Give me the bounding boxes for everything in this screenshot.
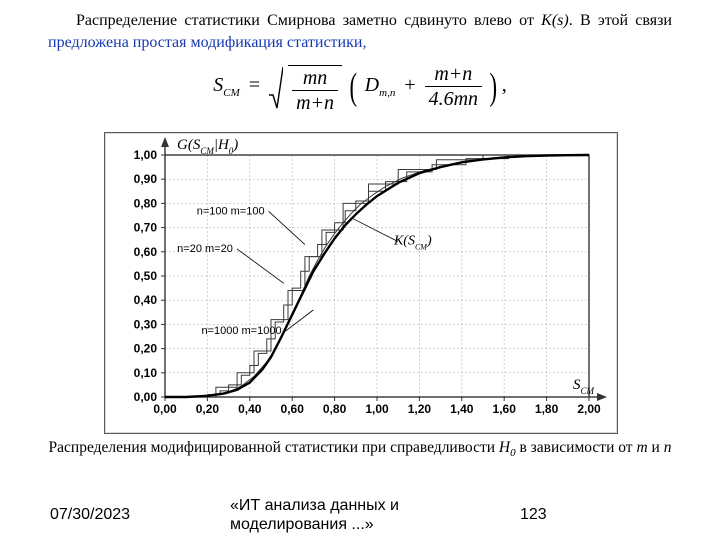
intro-post: . В этой связи [569, 12, 672, 29]
frac-correction: m+n 4.6mn [425, 64, 482, 109]
svg-text:0,60: 0,60 [281, 402, 305, 416]
footer-title: «ИТ анализа данных и моделирования ...» [230, 497, 490, 534]
svg-text:0,70: 0,70 [134, 221, 158, 235]
footer-page-number: 123 [520, 506, 547, 524]
svg-text:n=1000 m=1000: n=1000 m=1000 [201, 325, 281, 337]
footer-date: 07/30/2023 [50, 506, 130, 524]
svg-text:SCM: SCM [573, 377, 595, 396]
intro-link-text: предложена простая модификация статистик… [48, 34, 366, 51]
svg-text:0,00: 0,00 [134, 390, 158, 404]
svg-text:1,40: 1,40 [450, 402, 474, 416]
svg-text:0,40: 0,40 [238, 402, 262, 416]
svg-text:1,00: 1,00 [365, 402, 389, 416]
svg-text:n=100 m=100: n=100 m=100 [197, 205, 265, 217]
cdf-chart: 0,00 0,20 0,40 0,60 0,80 1,00 1,20 1,40 1,60 1,80… [104, 132, 618, 434]
chart-svg: 0,00 0,20 0,40 0,60 0,80 1,00 1,20 1,40 1,60 1,80… [105, 133, 617, 433]
chart-caption: Распределения модифицированной статистик… [48, 438, 672, 461]
intro-pre: Распределение статистики Смирнова заметн… [76, 12, 541, 29]
svg-text:0,40: 0,40 [134, 293, 158, 307]
frac-mn: mn m+n [292, 68, 338, 113]
formula-D: D [365, 74, 379, 96]
svg-text:0,80: 0,80 [323, 402, 347, 416]
svg-text:0,80: 0,80 [134, 196, 158, 210]
svg-text:1,00: 1,00 [134, 148, 158, 162]
formula: SCM = mn m+n ( Dm,n + m+n 4.6mn ) [0, 64, 720, 119]
svg-text:0,20: 0,20 [196, 402, 220, 416]
formula-lhs-sub: CM [223, 87, 240, 99]
svg-text:1,60: 1,60 [493, 402, 517, 416]
svg-text:0,50: 0,50 [134, 269, 158, 283]
svg-text:0,00: 0,00 [153, 402, 177, 416]
svg-text:0,20: 0,20 [134, 342, 158, 356]
svg-text:1,20: 1,20 [408, 402, 432, 416]
svg-text:0,10: 0,10 [134, 366, 158, 380]
intro-paragraph: Распределение статистики Смирнова заметн… [48, 10, 672, 53]
formula-lhs: S [213, 74, 223, 96]
intro-ks: K(s) [541, 12, 569, 29]
svg-text:1,80: 1,80 [535, 402, 559, 416]
svg-text:0,60: 0,60 [134, 245, 158, 259]
svg-text:0,30: 0,30 [134, 317, 158, 331]
svg-text:K(SCM): K(SCM) [393, 234, 432, 252]
sqrt-icon [269, 65, 283, 109]
svg-text:G(SCM|H0): G(SCM|H0) [177, 137, 238, 156]
svg-text:0,90: 0,90 [134, 172, 158, 186]
svg-text:n=20 m=20: n=20 m=20 [177, 243, 233, 255]
svg-text:2,00: 2,00 [577, 402, 601, 416]
